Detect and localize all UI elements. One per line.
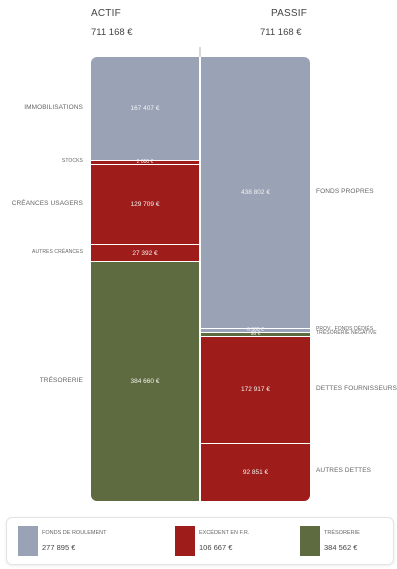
passif-label-dettes-fournisseurs: DETTES FOURNISSEURS bbox=[316, 385, 397, 393]
passif-value-autres-dettes: 92 851 € bbox=[242, 468, 269, 476]
actif-label-immobilisations: IMMOBILISATIONS bbox=[24, 103, 83, 111]
actif-value-tresorerie: 384 660 € bbox=[130, 378, 160, 386]
passif-label-prov-fonds-dedies: PROV., FONDS DÉDIÉS bbox=[316, 325, 374, 332]
passif-total: 711 168 € bbox=[260, 27, 302, 38]
column-divider bbox=[199, 47, 201, 57]
actif-segment-tresorerie: 384 660 € bbox=[91, 262, 199, 501]
actif-value-autres-creances: 27 392 € bbox=[132, 249, 158, 257]
passif-segment-fonds-propres: 438 802 € bbox=[201, 57, 310, 329]
actif-segment-creances-usagers: 129 709 € bbox=[91, 164, 199, 246]
actif-total: 711 168 € bbox=[91, 27, 133, 38]
actif-segment-autres-creances: 27 392 € bbox=[91, 245, 199, 263]
passif-value-dettes-fournisseurs: 172 917 € bbox=[241, 386, 270, 394]
actif-value-stocks: 2 000 € bbox=[136, 159, 154, 166]
legend-label-excedent: EXCÉDENT EN F.R. bbox=[199, 530, 250, 536]
legend-label-fonds-de-roulement: FONDS DE ROULEMENT bbox=[42, 530, 107, 536]
passif-value-prov-fonds-dedies: 6 500 € bbox=[247, 327, 264, 334]
passif-label-tresorerie-negative: TRÉSORERIE NÉGATIVE bbox=[316, 329, 377, 336]
legend-swatch-fonds-de-roulement bbox=[18, 526, 38, 556]
passif-title: PASSIF bbox=[271, 8, 308, 19]
passif-segment-prov-fonds-dedies: 6 500 € bbox=[201, 327, 310, 334]
passif-label-autres-dettes: AUTRES DETTES bbox=[316, 467, 372, 475]
actif-value-immobilisations: 167 407 € bbox=[130, 104, 160, 112]
legend-swatch-tresorerie bbox=[300, 526, 320, 556]
passif-segment-autres-dettes: 92 851 € bbox=[201, 443, 310, 501]
legend-value-fonds-de-roulement: 277 895 € bbox=[42, 543, 76, 552]
actif-segment-stocks: 2 000 € bbox=[91, 159, 199, 166]
actif-value-creances-usagers: 129 709 € bbox=[130, 201, 160, 209]
passif-value-fonds-propres: 438 802 € bbox=[241, 188, 270, 196]
passif-label-fonds-propres: FONDS PROPRES bbox=[316, 187, 374, 195]
legend-box: FONDS DE ROULEMENT 277 895 € EXCÉDENT EN… bbox=[6, 517, 394, 565]
actif-label-autres-creances: AUTRES CRÉANCES bbox=[32, 248, 83, 255]
actif-title: ACTIF bbox=[91, 8, 121, 19]
legend-swatch-excedent bbox=[175, 526, 195, 556]
legend-value-excedent: 106 667 € bbox=[199, 543, 233, 552]
passif-value-tresorerie-negative: 98 € bbox=[250, 331, 261, 338]
passif-segment-tresorerie-negative: 98 € bbox=[201, 331, 310, 338]
actif-label-stocks: STOCKS bbox=[61, 157, 83, 164]
actif-label-tresorerie: TRÉSORERIE bbox=[39, 376, 83, 384]
passif-segment-dettes-fournisseurs: 172 917 € bbox=[201, 336, 310, 444]
actif-label-creances-usagers: CRÉANCES USAGERS bbox=[11, 200, 83, 208]
legend-label-tresorerie: TRÉSORERIE bbox=[324, 530, 360, 536]
legend-value-tresorerie: 384 562 € bbox=[324, 543, 358, 552]
actif-segment-immobilisations: 167 407 € bbox=[91, 57, 199, 161]
